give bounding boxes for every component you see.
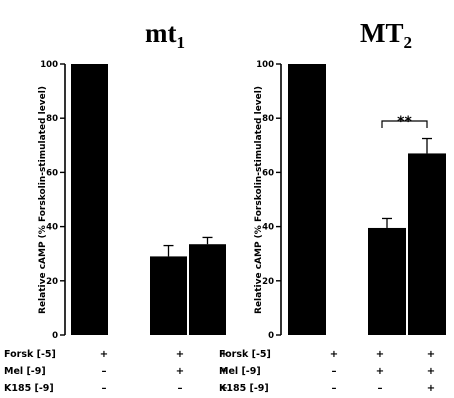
treatment-sign: + (330, 349, 338, 360)
treatment-sign: + (220, 366, 228, 377)
treatment-sign: – (332, 366, 337, 377)
bar-1 (71, 64, 108, 335)
treatment-sign: + (376, 366, 384, 377)
chart-title-main: mt (145, 18, 176, 48)
y-tick-label: 100 (40, 60, 58, 70)
bar-3 (189, 244, 226, 335)
y-axis-label: Relative cAMP (% Forskolin-stimulated le… (254, 86, 264, 314)
chart-title-subscript: 2 (404, 33, 413, 52)
treatment-sign: + (427, 383, 435, 394)
bar-2 (368, 227, 406, 335)
y-tick-label: 40 (46, 223, 58, 233)
treatment-row-label: Mel [-9] (4, 366, 46, 377)
treatment-row-label: Forsk [-5] (4, 349, 56, 360)
y-tick-label: 40 (262, 223, 274, 233)
chart-title: mt1 (145, 18, 185, 52)
y-tick-label: 80 (46, 114, 58, 124)
treatment-sign: + (376, 349, 384, 360)
bar-3 (408, 153, 446, 335)
treatment-sign: – (178, 383, 183, 394)
treatment-sign: + (100, 349, 108, 360)
treatment-sign: + (427, 349, 435, 360)
treatment-sign: + (427, 366, 435, 377)
y-tick-label: 60 (262, 168, 274, 178)
treatment-row-label: Mel [-9] (219, 366, 261, 377)
y-tick-label: 100 (256, 60, 274, 70)
treatment-sign: – (102, 383, 107, 394)
treatment-sign: + (220, 349, 228, 360)
treatment-sign: + (176, 349, 184, 360)
treatment-row-label: K185 [-9] (4, 383, 54, 394)
treatment-row-label: Forsk [-5] (219, 349, 271, 360)
y-axis-label: Relative cAMP (% Forskolin-stimulated le… (38, 86, 48, 314)
chart-title: MT2 (360, 18, 412, 52)
bar-1 (288, 64, 326, 335)
significance-label: ** (397, 114, 412, 130)
y-tick-label: 20 (46, 277, 58, 287)
bar-2 (150, 256, 187, 335)
significance-bracket (381, 120, 428, 128)
y-tick-label: 60 (46, 168, 58, 178)
treatment-sign: – (332, 383, 337, 394)
chart-panel-1: mt1 0 20 40 60 80 100 Relative cAMP (% Forskoli… (4, 18, 228, 394)
treatment-sign: – (102, 366, 107, 377)
y-tick-label: 20 (262, 277, 274, 287)
y-tick-label: 0 (268, 331, 274, 341)
chart-title-main: MT (360, 18, 404, 48)
treatment-sign: + (176, 366, 184, 377)
treatment-sign: – (378, 383, 383, 394)
y-tick-label: 0 (52, 331, 58, 341)
treatment-row-label: K185 [-9] (219, 383, 269, 394)
y-tick-label: 80 (262, 114, 274, 124)
chart-title-subscript: 1 (176, 33, 185, 52)
treatment-sign: + (220, 383, 228, 394)
